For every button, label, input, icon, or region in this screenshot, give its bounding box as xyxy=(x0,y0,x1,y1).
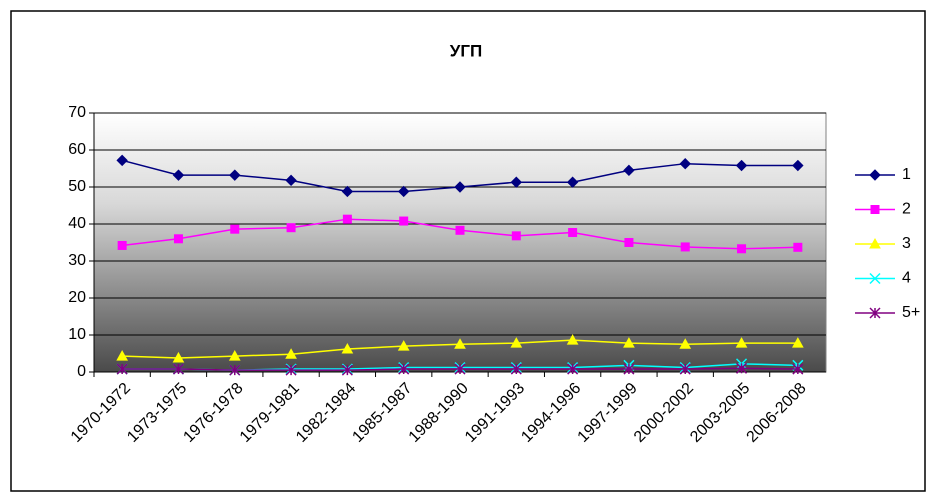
data-point xyxy=(735,337,748,348)
data-point xyxy=(624,238,634,247)
y-tick-label: 30 xyxy=(68,252,86,269)
data-point xyxy=(342,214,352,224)
data-point xyxy=(679,363,691,375)
data-point xyxy=(510,337,523,348)
chart-title: УГП xyxy=(450,41,482,60)
legend-label: 2 xyxy=(902,201,911,218)
legend-marker xyxy=(869,307,881,319)
data-point xyxy=(455,225,465,235)
data-point xyxy=(566,334,579,345)
data-point xyxy=(172,351,185,363)
legend-label: 5+ xyxy=(902,304,920,321)
data-point xyxy=(341,343,354,354)
data-point xyxy=(399,216,409,226)
data-point xyxy=(172,169,185,181)
data-point xyxy=(679,157,691,170)
data-point xyxy=(230,224,240,234)
plot-area xyxy=(93,112,827,373)
data-point xyxy=(116,350,129,361)
data-point xyxy=(680,242,690,252)
y-tick-label: 60 xyxy=(68,141,86,158)
data-point xyxy=(285,364,297,376)
y-tick-label: 0 xyxy=(77,363,86,380)
data-point xyxy=(172,363,184,375)
legend-marker xyxy=(869,272,881,285)
data-point xyxy=(341,364,353,376)
data-point xyxy=(623,164,635,177)
data-point xyxy=(341,185,354,198)
data-point xyxy=(567,363,579,375)
y-tick-label: 40 xyxy=(68,215,86,232)
legend-label: 1 xyxy=(902,166,911,183)
legend-label: 4 xyxy=(902,270,911,287)
y-tick-label: 20 xyxy=(68,289,86,306)
data-point xyxy=(454,363,466,375)
data-point xyxy=(623,363,635,375)
data-point xyxy=(286,223,296,233)
y-tick-label: 10 xyxy=(68,326,86,343)
data-point xyxy=(398,363,410,375)
data-point xyxy=(285,174,297,187)
data-point xyxy=(511,231,521,241)
y-tick-label: 70 xyxy=(68,104,86,121)
data-point xyxy=(792,159,804,172)
data-point xyxy=(566,176,579,188)
data-point xyxy=(117,240,127,250)
data-point xyxy=(735,159,748,172)
data-point xyxy=(228,350,241,361)
data-point xyxy=(736,362,748,374)
data-point xyxy=(568,228,578,238)
data-point xyxy=(792,363,804,375)
legend-marker xyxy=(869,169,881,181)
data-point xyxy=(229,364,241,376)
data-point xyxy=(454,338,466,349)
data-point xyxy=(791,337,804,348)
data-point xyxy=(397,185,410,198)
data-point xyxy=(285,348,297,359)
data-point xyxy=(397,340,410,351)
data-point xyxy=(173,234,183,244)
data-point xyxy=(510,363,522,375)
legend-marker xyxy=(869,237,881,249)
y-tick-label: 50 xyxy=(68,178,86,195)
data-point xyxy=(116,154,128,167)
data-point xyxy=(454,181,466,193)
legend-marker xyxy=(870,205,880,214)
data-point xyxy=(737,244,747,254)
legend-label: 3 xyxy=(902,235,911,252)
data-point xyxy=(679,338,692,349)
data-point xyxy=(229,169,241,181)
data-point xyxy=(623,337,635,348)
data-point xyxy=(510,176,523,188)
data-point xyxy=(793,242,803,252)
data-point xyxy=(116,363,128,375)
